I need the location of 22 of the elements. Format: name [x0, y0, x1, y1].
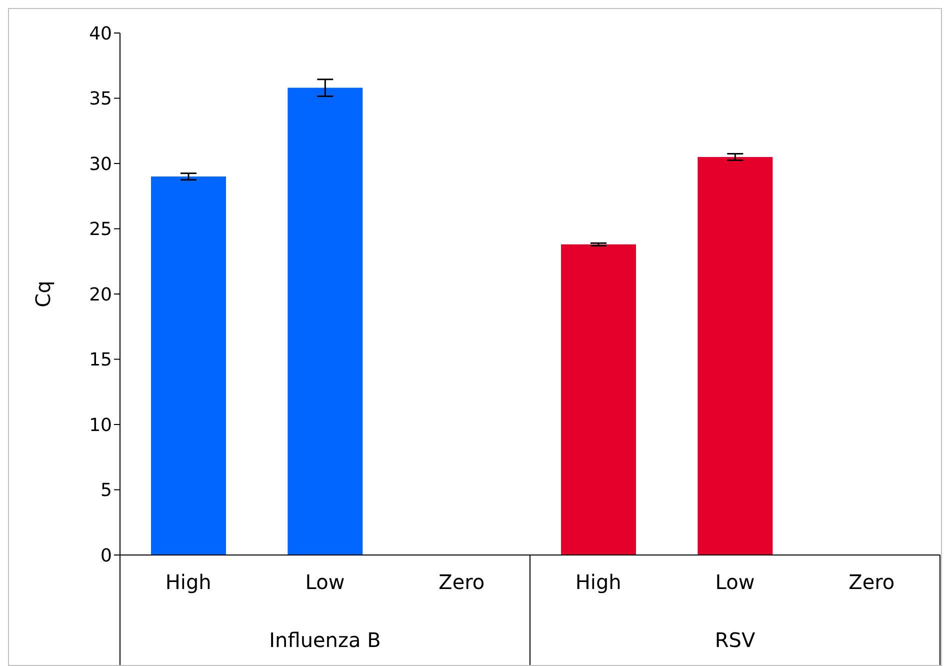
x-tick-label: Low	[715, 570, 755, 594]
x-tick-label: High	[165, 570, 212, 594]
y-axis-title: Cq	[31, 280, 56, 308]
y-tick-label: 30	[89, 154, 112, 175]
x-tick-label: Low	[305, 570, 345, 594]
x-tick-label: Zero	[438, 570, 485, 594]
text: RSV	[714, 628, 756, 652]
y-tick-label: 40	[89, 23, 112, 44]
y-tick-label: 10	[89, 414, 112, 436]
y-tick-label: 0	[100, 545, 112, 566]
y-tick-label: 20	[89, 284, 112, 306]
x-tick-label: Zero	[848, 570, 895, 594]
text: Influenza B	[269, 628, 381, 652]
bar	[151, 176, 226, 555]
y-tick-label: 5	[100, 480, 112, 502]
bar	[288, 88, 363, 555]
y-tick-label: 35	[89, 88, 112, 110]
bar	[561, 244, 636, 555]
y-tick-label: 25	[89, 219, 112, 240]
y-tick-label: 15	[89, 350, 112, 371]
x-tick-label: High	[575, 570, 622, 594]
bar	[698, 156, 773, 555]
